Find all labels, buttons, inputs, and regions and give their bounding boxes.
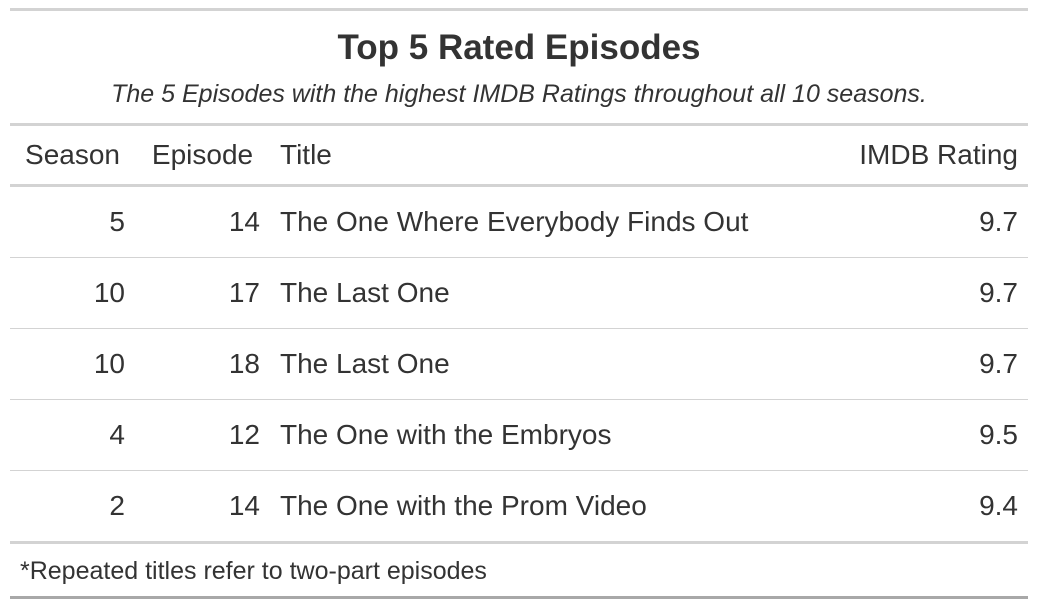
top-rule bbox=[10, 8, 1028, 11]
table-title: Top 5 Rated Episodes bbox=[337, 28, 701, 67]
column-header-season: Season bbox=[10, 126, 135, 187]
cell-imdb-rating: 9.4 bbox=[838, 470, 1028, 544]
table-footnote: *Repeated titles refer to two-part episo… bbox=[20, 557, 487, 585]
cell-title: The One with the Prom Video bbox=[270, 470, 838, 544]
cell-title: The Last One bbox=[270, 328, 838, 400]
cell-imdb-rating: 9.5 bbox=[838, 399, 1028, 471]
cell-season: 4 bbox=[10, 399, 135, 471]
cell-season: 10 bbox=[10, 257, 135, 329]
cell-episode: 14 bbox=[135, 185, 270, 258]
cell-episode: 14 bbox=[135, 470, 270, 544]
bottom-rule bbox=[10, 596, 1028, 599]
cell-season: 2 bbox=[10, 470, 135, 544]
table-row: 10 17 The Last One 9.7 bbox=[10, 257, 1028, 329]
episodes-table-container: Top 5 Rated Episodes The 5 Episodes with… bbox=[10, 8, 1028, 599]
column-header-episode: Episode bbox=[135, 126, 270, 187]
header-row: Season Episode Title IMDB Rating bbox=[10, 126, 1028, 187]
cell-episode: 12 bbox=[135, 399, 270, 471]
column-header-title: Title bbox=[270, 126, 838, 187]
cell-title: The Last One bbox=[270, 257, 838, 329]
subtitle-rule bbox=[10, 123, 1028, 126]
table-row: 2 14 The One with the Prom Video 9.4 bbox=[10, 470, 1028, 544]
table-row: 5 14 The One Where Everybody Finds Out 9… bbox=[10, 185, 1028, 258]
cell-season: 5 bbox=[10, 185, 135, 258]
cell-season: 10 bbox=[10, 328, 135, 400]
cell-title: The One with the Embryos bbox=[270, 399, 838, 471]
column-header-imdb-rating: IMDB Rating bbox=[838, 126, 1028, 187]
cell-imdb-rating: 9.7 bbox=[838, 185, 1028, 258]
table-subtitle: The 5 Episodes with the highest IMDB Rat… bbox=[111, 80, 927, 108]
cell-title: The One Where Everybody Finds Out bbox=[270, 185, 838, 258]
episodes-table: Season Episode Title IMDB Rating 5 14 Th… bbox=[10, 126, 1028, 544]
cell-episode: 18 bbox=[135, 328, 270, 400]
cell-episode: 17 bbox=[135, 257, 270, 329]
cell-imdb-rating: 9.7 bbox=[838, 328, 1028, 400]
table-row: 4 12 The One with the Embryos 9.5 bbox=[10, 399, 1028, 471]
cell-imdb-rating: 9.7 bbox=[838, 257, 1028, 329]
table-row: 10 18 The Last One 9.7 bbox=[10, 328, 1028, 400]
